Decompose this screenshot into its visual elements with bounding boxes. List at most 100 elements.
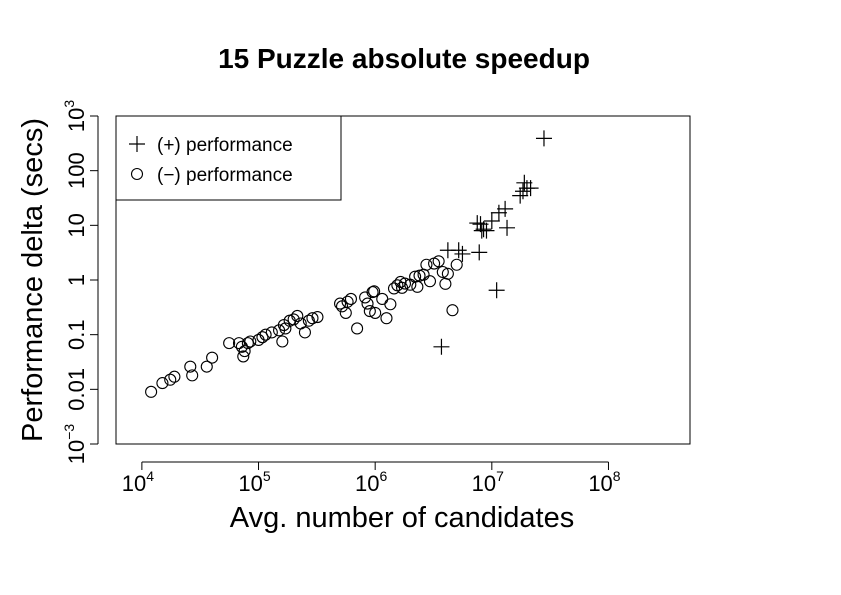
y-tick-label: 10−3 xyxy=(61,424,89,465)
data-point-plus xyxy=(535,130,552,147)
data-point-plus xyxy=(497,200,514,217)
data-point-circle xyxy=(306,312,319,325)
y-tick-label: 1 xyxy=(64,274,89,286)
data-point-circle xyxy=(423,275,437,288)
data-point-plus xyxy=(522,180,539,197)
data-point-plus xyxy=(478,222,495,239)
tick-base: 10 xyxy=(238,471,262,496)
data-point-circle xyxy=(164,373,177,386)
y-tick-label: 100 xyxy=(64,152,89,189)
tick-base: 10 xyxy=(122,471,146,496)
data-point-circle xyxy=(446,304,459,317)
data-point-circle xyxy=(145,385,158,398)
tick-base: 10 xyxy=(472,471,496,496)
tick-base: 10 xyxy=(64,108,89,132)
data-point-circle xyxy=(432,255,445,268)
x-tick-label: 104 xyxy=(122,468,154,496)
data-point-plus xyxy=(471,244,488,261)
data-point-plus xyxy=(490,204,507,221)
data-point-circle xyxy=(252,333,265,347)
data-point-circle xyxy=(361,297,374,310)
x-tick-label: 106 xyxy=(355,468,387,496)
data-point-plus xyxy=(483,213,500,230)
data-point-circle xyxy=(279,322,292,335)
legend-marker-circle xyxy=(130,167,144,181)
x-tick-label: 108 xyxy=(588,468,620,496)
y-tick-label: 10 xyxy=(64,213,89,237)
legend-label-circle: (−) performance xyxy=(157,165,293,186)
tick-exponent: 3 xyxy=(61,100,77,108)
data-point-circle xyxy=(363,305,376,318)
data-point-plus xyxy=(488,282,505,299)
legend-box xyxy=(115,115,342,201)
data-point-plus xyxy=(433,338,450,355)
data-point-circle xyxy=(276,335,289,348)
plot-frame xyxy=(115,115,691,445)
data-point-circle xyxy=(287,313,300,326)
data-point-circle xyxy=(291,309,304,322)
data-point-circle xyxy=(413,269,426,282)
data-point-circle xyxy=(398,277,411,290)
data-point-circle xyxy=(298,326,311,339)
y-tick-label: 0.01 xyxy=(64,368,89,411)
data-point-circle xyxy=(450,258,463,271)
x-tick-label: 107 xyxy=(472,468,504,496)
data-point-circle xyxy=(168,370,181,383)
data-point-plus xyxy=(454,245,471,262)
data-point-plus xyxy=(512,187,529,204)
y-tick-label: 0.1 xyxy=(64,319,89,350)
chart-title: 15 Puzzle absolute speedup xyxy=(218,43,590,74)
data-point-circle xyxy=(341,295,354,308)
tick-exponent: 8 xyxy=(613,468,621,484)
data-point-circle xyxy=(380,312,393,325)
data-point-circle xyxy=(368,285,381,298)
y-tick-label: 103 xyxy=(61,100,89,132)
data-point-circle xyxy=(339,306,352,319)
data-point-circle xyxy=(237,350,250,363)
tick-exponent: 7 xyxy=(496,468,504,484)
tick-exponent: −3 xyxy=(61,424,77,440)
series-plus-points xyxy=(433,130,552,355)
data-point-circle xyxy=(311,311,324,324)
data-point-circle xyxy=(256,331,269,344)
data-point-plus xyxy=(514,183,531,200)
data-point-circle xyxy=(244,335,257,348)
tick-base: 10 xyxy=(355,471,379,496)
x-axis-label: Avg. number of candidates xyxy=(230,502,574,534)
data-point-circle xyxy=(384,298,397,311)
data-point-circle xyxy=(411,280,424,293)
tick-exponent: 4 xyxy=(146,468,154,484)
x-tick-label: 105 xyxy=(238,468,270,496)
data-point-circle xyxy=(344,292,358,306)
legend-marker-plus xyxy=(129,136,145,152)
data-point-plus xyxy=(469,215,486,232)
x-axis: 104 105 106 107 108 xyxy=(122,461,621,496)
data-point-circle xyxy=(200,360,213,373)
data-point-circle xyxy=(265,326,278,339)
tick-exponent: 5 xyxy=(263,468,271,484)
tick-exponent: 6 xyxy=(380,468,388,484)
data-point-circle xyxy=(334,297,347,310)
tick-base: 10 xyxy=(588,471,612,496)
data-point-circle xyxy=(396,281,409,294)
legend-label-plus: (+) performance xyxy=(157,135,293,156)
data-point-circle xyxy=(206,351,219,364)
data-point-plus xyxy=(475,221,492,238)
series-circle-points xyxy=(145,255,463,398)
data-point-plus xyxy=(499,219,516,236)
data-point-circle xyxy=(223,337,236,350)
data-point-circle xyxy=(369,306,382,319)
data-point-circle xyxy=(441,267,454,280)
tick-base: 10 xyxy=(64,440,89,464)
data-point-circle xyxy=(351,322,364,335)
data-point-circle xyxy=(420,258,433,271)
data-point-circle xyxy=(186,369,199,382)
data-point-circle xyxy=(238,345,251,358)
data-point-circle xyxy=(302,314,315,327)
data-point-circle xyxy=(376,292,389,306)
data-point-plus xyxy=(450,242,467,259)
y-axis-label: Performance delta (secs) xyxy=(17,118,49,442)
data-point-circle xyxy=(436,265,449,279)
data-point-circle xyxy=(156,377,169,390)
